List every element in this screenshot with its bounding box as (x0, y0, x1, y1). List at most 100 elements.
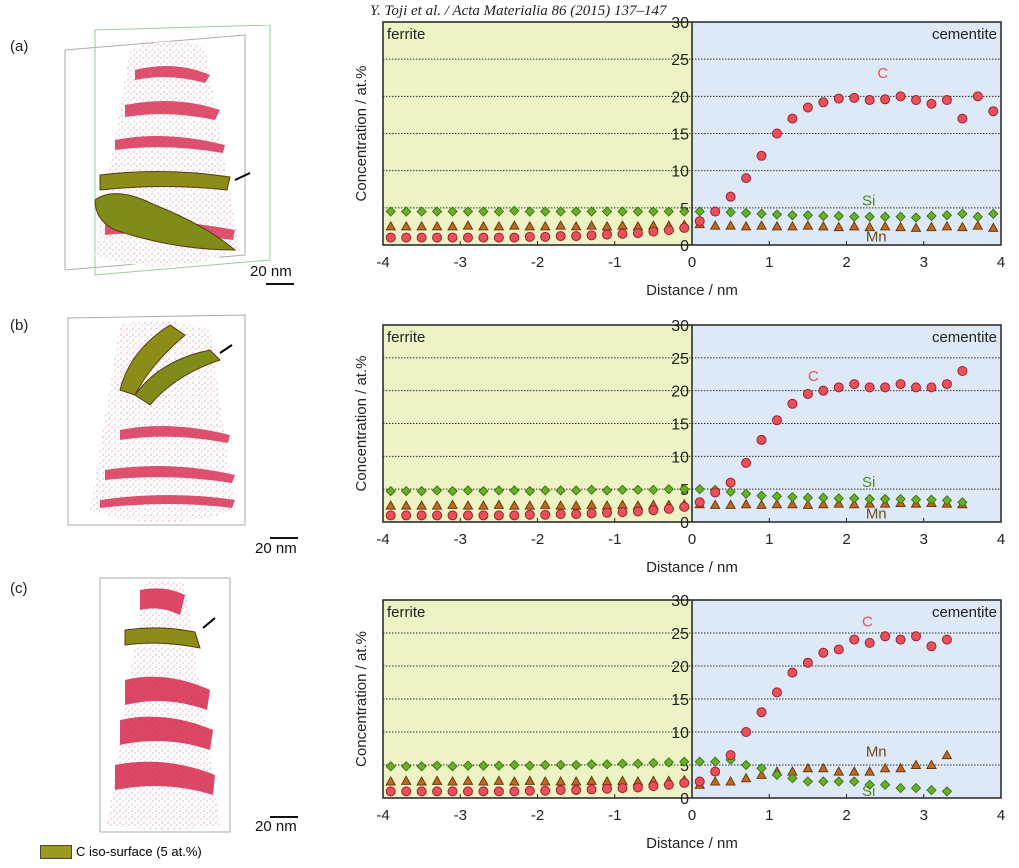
data-point-c (432, 232, 443, 243)
data-point-mn (400, 775, 412, 785)
data-point-mn (817, 762, 829, 773)
data-point-c (710, 487, 721, 498)
x-tick-label: -1 (608, 807, 621, 824)
data-point-si (648, 484, 659, 496)
x-tick-label: 3 (920, 254, 928, 271)
data-point-si (493, 485, 505, 496)
concentration-profile-a: 051015202530-4-3-2-101234ferritecementit… (353, 15, 1005, 299)
data-point-mn (462, 500, 474, 510)
data-point-si (679, 483, 690, 495)
data-point-c (710, 206, 721, 217)
data-point-si (400, 761, 412, 772)
data-point-mn (524, 500, 536, 510)
data-point-si (864, 779, 875, 791)
data-point-mn (756, 499, 767, 509)
concentration-profile-b: 051015202530-4-3-2-101234ferritecementit… (353, 318, 1005, 576)
data-point-si (818, 492, 829, 503)
data-point-c (818, 97, 829, 108)
data-point-si (385, 761, 396, 772)
data-point-mn (431, 220, 443, 231)
x-tick-label: -3 (454, 807, 467, 824)
data-point-c (632, 506, 643, 517)
data-point-si (524, 485, 535, 497)
data-point-mn (957, 221, 968, 232)
data-point-mn (431, 775, 443, 785)
data-point-si (648, 757, 659, 769)
y-tick-label: 10 (671, 164, 689, 181)
data-point-c (895, 91, 906, 102)
data-point-mn (709, 775, 721, 786)
data-point-mn (848, 220, 860, 231)
data-point-mn (385, 220, 397, 231)
data-point-si (555, 206, 566, 217)
data-point-c (447, 510, 458, 521)
data-point-si (879, 493, 891, 505)
data-point-mn (493, 220, 505, 231)
data-point-c (849, 92, 860, 103)
data-point-si (725, 486, 736, 498)
series-label-c: C (877, 65, 888, 82)
legend-label: C iso-surface (5 at.%) (76, 844, 202, 859)
data-point-c (571, 509, 582, 520)
data-point-mn (586, 220, 597, 230)
data-point-c (741, 727, 752, 737)
series-label-mn: Mn (866, 506, 887, 523)
series-label-c: C (862, 613, 873, 630)
x-tick-label: 1 (765, 254, 773, 271)
data-point-mn (462, 220, 474, 230)
data-point-c (401, 232, 412, 243)
data-point-c (524, 509, 535, 520)
data-point-mn (586, 499, 597, 509)
series-label-si: Si (862, 474, 875, 491)
plot-frame (382, 324, 1002, 523)
data-point-si (524, 206, 535, 217)
data-point-c (972, 91, 983, 102)
data-point-c (957, 365, 968, 376)
x-tick-label: -4 (376, 531, 389, 548)
data-point-si (694, 206, 705, 217)
x-tick-label: 3 (920, 531, 928, 548)
y-tick-label: 25 (671, 351, 689, 368)
x-tick-label: 2 (842, 254, 850, 271)
data-point-c (478, 786, 489, 797)
data-point-si (555, 485, 566, 496)
data-point-mn (725, 220, 736, 230)
data-point-mn (972, 220, 984, 230)
x-tick-label: 1 (765, 807, 773, 824)
data-point-c (524, 231, 535, 242)
data-point-mn (447, 499, 458, 509)
data-point-c (509, 786, 520, 797)
data-point-mn (555, 500, 567, 510)
data-point-si (648, 206, 659, 217)
series-label-c: C (808, 368, 819, 385)
data-point-c (447, 232, 458, 243)
data-point-si (756, 208, 767, 219)
data-point-si (818, 210, 829, 222)
y-tick-label: 0 (680, 515, 689, 532)
data-point-si (849, 211, 860, 222)
data-point-c (602, 229, 613, 240)
data-point-c (941, 634, 952, 645)
data-point-c (864, 95, 875, 106)
data-point-c (602, 783, 613, 794)
data-point-c (385, 510, 396, 521)
data-point-mn (508, 220, 520, 230)
scale-bar-c (270, 816, 298, 818)
apt-reconstruction-b (67, 314, 246, 526)
data-point-c (756, 150, 767, 161)
data-point-si (957, 208, 968, 219)
data-point-mn (447, 220, 458, 231)
data-point-c (416, 510, 427, 521)
y-axis-label: Concentration / at.% (353, 631, 370, 767)
data-point-c (555, 785, 566, 796)
y-tick-label: 20 (671, 89, 689, 106)
data-point-si (570, 485, 582, 496)
series-label-si: Si (862, 783, 875, 800)
data-point-mn (817, 498, 829, 509)
data-point-c (802, 388, 813, 399)
data-point-si (740, 207, 752, 219)
x-tick-label: -4 (376, 254, 389, 271)
data-point-si (570, 759, 582, 771)
data-point-c (617, 507, 628, 518)
data-point-c (478, 232, 489, 243)
